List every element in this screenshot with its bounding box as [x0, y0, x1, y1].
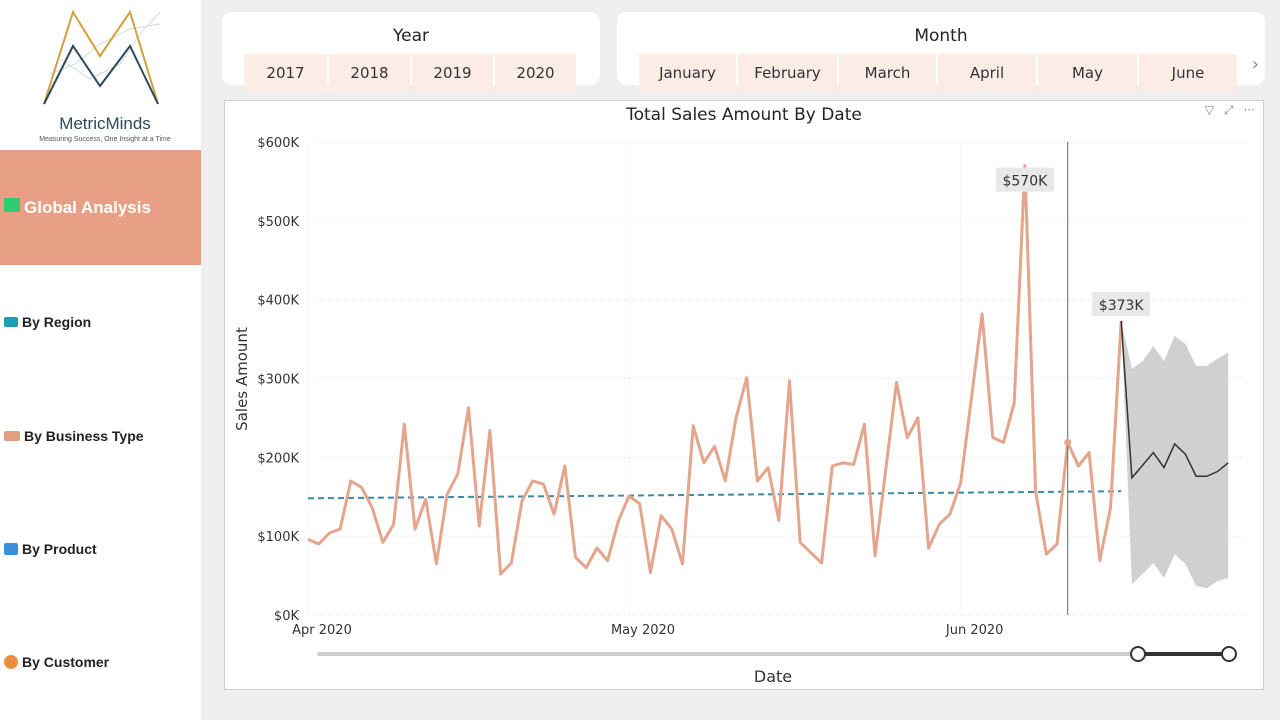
month-option[interactable]: February: [738, 54, 837, 92]
month-option[interactable]: April: [938, 54, 1036, 92]
map-icon: [4, 317, 18, 327]
logo-chart-icon: [43, 9, 161, 105]
forecast-confidence-band: [1121, 320, 1229, 589]
nav-by-business-type[interactable]: By Business Type: [0, 428, 201, 444]
trend-line: [307, 490, 1122, 500]
check-icon: [4, 198, 20, 212]
focus-mode-icon[interactable]: ⤢: [1223, 103, 1234, 117]
nav-by-region[interactable]: By Region: [0, 314, 201, 330]
hover-point: [1064, 438, 1072, 446]
y-tick-label: $600K: [257, 136, 299, 151]
year-slicer: Year 2017 2018 2019 2020: [222, 12, 600, 92]
sidebar: MetricMinds Measuring Success, One Insig…: [0, 0, 201, 720]
year-option[interactable]: 2018: [329, 54, 410, 92]
y-tick-label: $200K: [257, 451, 299, 466]
customer-icon: [4, 655, 18, 669]
year-option[interactable]: 2020: [495, 54, 576, 92]
shopping-bag-icon: [4, 543, 18, 555]
month-option[interactable]: June: [1139, 54, 1237, 92]
handshake-icon: [4, 431, 20, 441]
chevron-right-icon[interactable]: ›: [1251, 54, 1259, 75]
chart-title: Total Sales Amount By Date: [626, 105, 862, 125]
data-label-bg: [1092, 291, 1151, 316]
year-option[interactable]: 2017: [244, 54, 327, 92]
nav-global-analysis[interactable]: Global Analysis: [0, 150, 201, 265]
forecast-line: [1120, 320, 1229, 480]
data-label-bg: [995, 167, 1054, 192]
y-axis-label: Sales Amount: [233, 327, 251, 431]
data-label: $570K: [1002, 174, 1048, 190]
year-slicer-title: Year: [393, 26, 429, 46]
nav-by-product[interactable]: By Product: [0, 541, 201, 557]
x-tick-label: Jun 2020: [945, 623, 1004, 638]
brand-name: MetricMinds: [59, 114, 151, 133]
y-tick-label: $300K: [257, 373, 299, 388]
year-option[interactable]: 2019: [412, 54, 493, 92]
filter-icon[interactable]: ▽: [1204, 103, 1214, 117]
nav-label: By Region: [22, 314, 92, 330]
x-axis-label: Date: [754, 667, 792, 686]
range-slider-handle[interactable]: [1221, 646, 1237, 662]
sales-line-chart: Total Sales Amount By Date ▽ ⤢ ··· $0K $1…: [224, 100, 1264, 690]
month-option[interactable]: March: [839, 54, 936, 92]
month-slicer-title: Month: [914, 26, 968, 46]
more-options-icon[interactable]: ···: [1243, 103, 1255, 117]
nav-label: Global Analysis: [24, 198, 151, 217]
month-option[interactable]: May: [1038, 54, 1137, 92]
nav-by-customer[interactable]: By Customer: [0, 654, 201, 670]
y-tick-label: $0K: [274, 609, 300, 624]
logo: MetricMinds Measuring Success, One Insig…: [20, 4, 190, 146]
range-slider-handle[interactable]: [1130, 646, 1146, 662]
month-slicer: Month January February March April May J…: [617, 12, 1265, 92]
nav-label: By Business Type: [24, 428, 144, 444]
data-label: $373K: [1099, 298, 1145, 314]
nav-label: By Product: [22, 541, 97, 557]
y-tick-label: $400K: [257, 294, 299, 309]
nav-label: By Customer: [22, 654, 110, 670]
sales-series-line: [307, 164, 1123, 576]
y-tick-label: $500K: [257, 215, 299, 230]
chart-canvas: $0K $100K $200K $300K $400K $500K $600K Apr 202…: [233, 136, 1241, 686]
month-option[interactable]: January: [639, 54, 736, 92]
brand-tagline: Measuring Success, One Insight at a Time: [39, 136, 171, 143]
x-tick-label: May 2020: [611, 623, 675, 638]
y-tick-label: $100K: [257, 530, 299, 545]
x-tick-label: Apr 2020: [292, 623, 352, 638]
